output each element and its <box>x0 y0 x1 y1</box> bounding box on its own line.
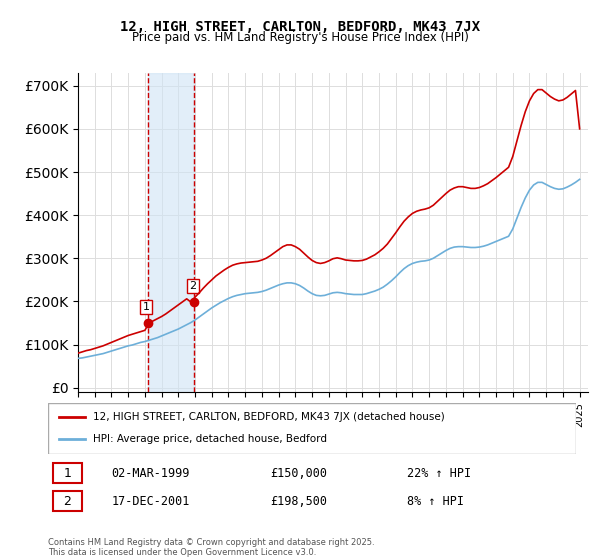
Text: Contains HM Land Registry data © Crown copyright and database right 2025.
This d: Contains HM Land Registry data © Crown c… <box>48 538 374 557</box>
Text: HPI: Average price, detached house, Bedford: HPI: Average price, detached house, Bedf… <box>93 435 327 445</box>
Text: 8% ↑ HPI: 8% ↑ HPI <box>407 494 464 508</box>
Text: 02-MAR-1999: 02-MAR-1999 <box>112 466 190 480</box>
Text: 17-DEC-2001: 17-DEC-2001 <box>112 494 190 508</box>
Text: 1: 1 <box>64 466 71 480</box>
Text: £150,000: £150,000 <box>270 466 327 480</box>
FancyBboxPatch shape <box>48 403 576 454</box>
FancyBboxPatch shape <box>53 463 82 483</box>
Text: 1: 1 <box>143 302 150 312</box>
Text: 22% ↑ HPI: 22% ↑ HPI <box>407 466 471 480</box>
Text: Price paid vs. HM Land Registry's House Price Index (HPI): Price paid vs. HM Land Registry's House … <box>131 31 469 44</box>
FancyBboxPatch shape <box>53 491 82 511</box>
Text: 12, HIGH STREET, CARLTON, BEDFORD, MK43 7JX: 12, HIGH STREET, CARLTON, BEDFORD, MK43 … <box>120 20 480 34</box>
Text: 12, HIGH STREET, CARLTON, BEDFORD, MK43 7JX (detached house): 12, HIGH STREET, CARLTON, BEDFORD, MK43 … <box>93 412 445 422</box>
Text: 2: 2 <box>190 281 196 291</box>
Text: 2: 2 <box>64 494 71 508</box>
Text: £198,500: £198,500 <box>270 494 327 508</box>
Bar <box>148 73 194 392</box>
